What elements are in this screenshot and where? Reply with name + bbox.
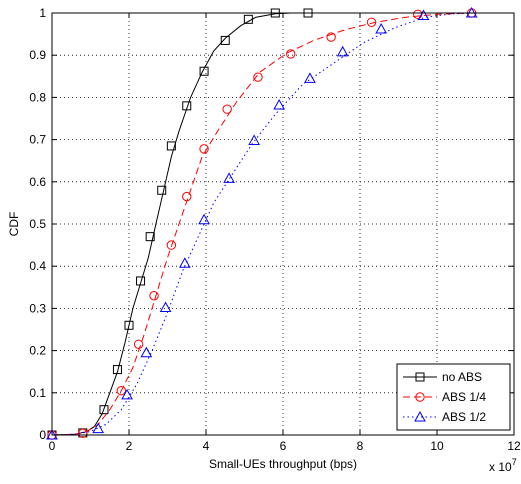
- data-point: [140, 346, 153, 358]
- plot-frame: [51, 12, 515, 436]
- data-point: [417, 9, 430, 21]
- data-point: [145, 232, 155, 242]
- x-tick-label: 4: [203, 439, 210, 453]
- data-point: [366, 17, 377, 27]
- data-point: [220, 35, 230, 45]
- data-point: [253, 72, 263, 82]
- data-point: [336, 45, 349, 57]
- data-point: [116, 385, 127, 396]
- x-multiplier-label: x 107: [489, 457, 517, 474]
- data-point: [304, 72, 316, 83]
- data-point: [112, 365, 122, 375]
- series-line: [51, 12, 291, 436]
- y-tick-label: 0: [39, 428, 46, 442]
- legend-marker: [415, 372, 425, 382]
- x-tick-label: 10: [430, 439, 444, 453]
- data-point: [326, 32, 336, 42]
- y-tick-label: 1: [39, 6, 46, 20]
- data-point: [223, 172, 235, 183]
- data-point: [198, 213, 210, 225]
- data-point: [178, 257, 191, 268]
- data-point: [248, 134, 260, 145]
- y-tick-label: 0.4: [29, 259, 46, 273]
- y-tick-label: 0.9: [29, 48, 46, 62]
- data-point: [121, 388, 133, 400]
- data-point: [166, 141, 176, 151]
- y-tick-label: 0.2: [29, 344, 46, 358]
- data-point: [157, 185, 167, 195]
- data-point: [182, 101, 192, 111]
- legend: no ABS ABS 1/4 ABS 1/2: [396, 363, 511, 431]
- y-tick-label: 0.5: [29, 217, 46, 231]
- data-point: [286, 49, 296, 59]
- data-point: [375, 23, 388, 34]
- y-tick-label: 0.6: [29, 175, 46, 189]
- y-tick-label: 0.7: [29, 133, 46, 147]
- x-tick-label: 8: [357, 439, 364, 453]
- legend-marker: [414, 410, 426, 422]
- data-point: [243, 14, 253, 24]
- legend-entry: no ABS: [403, 370, 482, 384]
- data-point: [124, 320, 134, 330]
- x-axis-label: Small-UEs throughput (bps): [209, 457, 357, 471]
- legend-label: ABS 1/4: [442, 390, 486, 404]
- legend-entry: ABS 1/2: [403, 410, 486, 424]
- legend-label: ABS 1/2: [442, 410, 486, 424]
- grid-layer: [52, 13, 514, 435]
- data-point: [159, 301, 172, 313]
- data-point: [222, 104, 232, 114]
- y-tick-label: 0.1: [29, 386, 46, 400]
- data-point: [136, 276, 146, 286]
- x-multiplier-exponent: 7: [512, 457, 517, 467]
- data-point: [99, 405, 109, 415]
- data-point: [78, 428, 88, 439]
- series-line: [51, 12, 472, 436]
- data-point: [182, 191, 192, 202]
- legend-label: no ABS: [442, 370, 482, 384]
- x-tick-label: 12: [507, 439, 521, 453]
- y-axis-label: CDF: [7, 212, 21, 237]
- data-point: [273, 98, 285, 110]
- y-tick-label: 0.8: [29, 90, 46, 104]
- data-point: [149, 291, 159, 301]
- legend-entry: ABS 1/4: [403, 390, 486, 404]
- data-point: [92, 422, 105, 434]
- data-point: [413, 9, 423, 19]
- y-tick-label: 0.3: [29, 301, 46, 315]
- x-multiplier-base: x 10: [489, 460, 512, 474]
- x-tick-label: 6: [280, 439, 287, 453]
- data-point: [199, 66, 209, 76]
- legend-marker: [415, 392, 425, 402]
- x-tick-label: 0: [49, 439, 56, 453]
- data-point: [199, 144, 209, 154]
- data-point: [133, 339, 144, 349]
- series-0: [47, 8, 313, 440]
- x-tick-label: 2: [126, 439, 133, 453]
- data-point: [166, 240, 177, 250]
